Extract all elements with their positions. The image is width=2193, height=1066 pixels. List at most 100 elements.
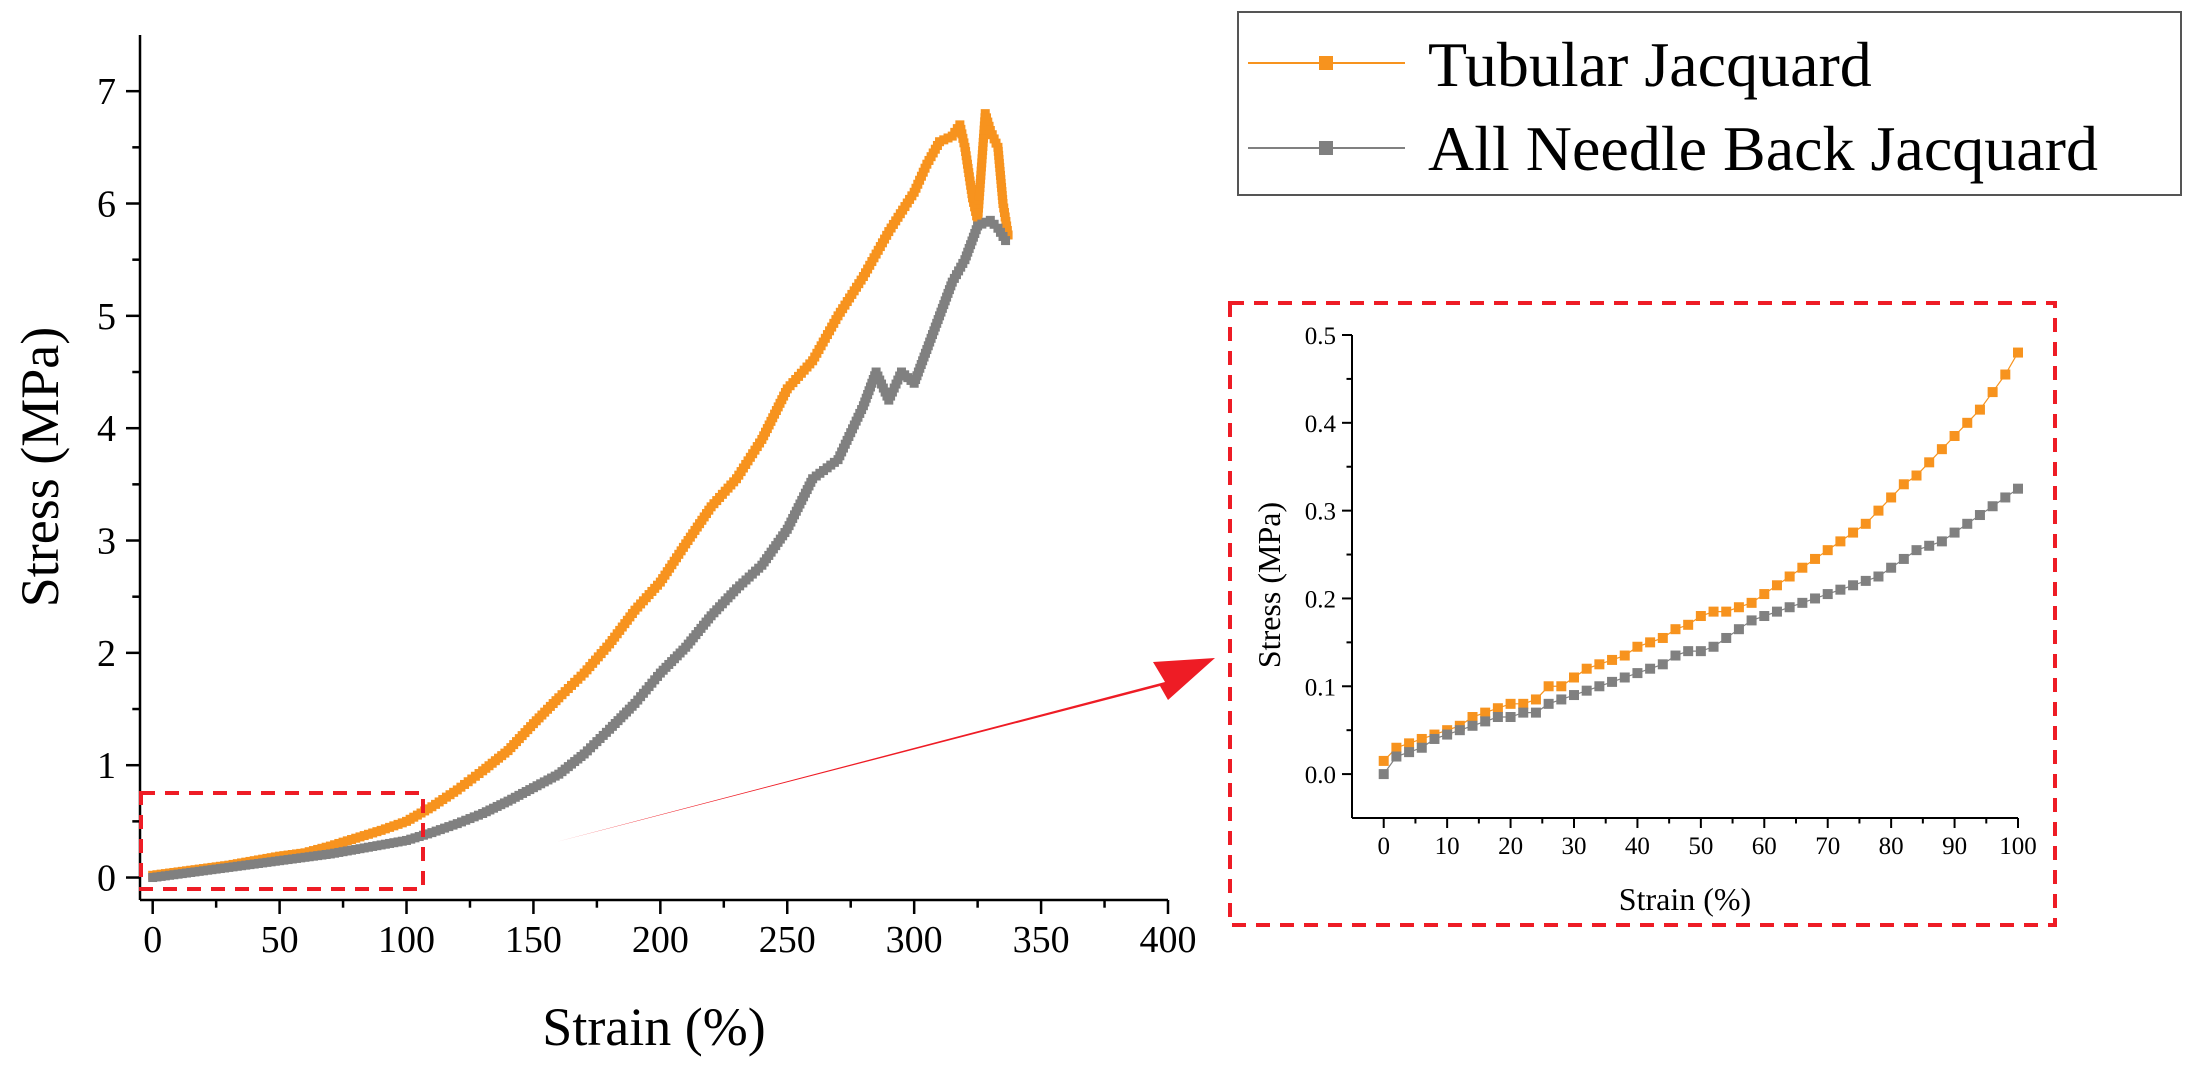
data-point bbox=[1733, 602, 1744, 613]
data-point bbox=[1784, 571, 1795, 582]
data-point bbox=[1378, 755, 1389, 766]
series-line-1 bbox=[152, 219, 1007, 879]
data-point bbox=[1556, 694, 1567, 705]
y-tick-label: 0 bbox=[97, 858, 116, 900]
y-tick-label: 3 bbox=[97, 521, 116, 563]
data-point bbox=[1695, 646, 1706, 657]
data-point bbox=[1771, 580, 1782, 591]
y-tick-label: 0.0 bbox=[1305, 762, 1336, 789]
data-point bbox=[1746, 615, 1757, 626]
series-line-1 bbox=[1383, 488, 2019, 775]
data-point bbox=[1416, 733, 1427, 744]
data-point bbox=[1721, 632, 1732, 643]
data-point bbox=[1771, 606, 1782, 617]
x-tick-label: 50 bbox=[1688, 833, 1713, 860]
data-point bbox=[1746, 597, 1757, 608]
data-point bbox=[1003, 230, 1013, 240]
data-point bbox=[1784, 602, 1795, 613]
x-tick-label: 0 bbox=[143, 919, 162, 961]
x-tick-label: 80 bbox=[1879, 833, 1904, 860]
main-chart: 0 50 100 150 200 250 300 350 400 0 1 2 3 4 5 6 7 Strain… bbox=[10, 35, 1197, 1057]
data-point bbox=[1898, 479, 1909, 490]
data-point bbox=[1581, 663, 1592, 674]
inset-y-axis-title: Stress (MPa) bbox=[1251, 502, 1287, 668]
y-tick-label: 2 bbox=[97, 633, 116, 675]
data-point bbox=[1721, 606, 1732, 617]
x-tick-label: 90 bbox=[1942, 833, 1967, 860]
data-point bbox=[1797, 597, 1808, 608]
data-point bbox=[1505, 698, 1516, 709]
data-point bbox=[1645, 663, 1656, 674]
series-line-0 bbox=[1383, 352, 2019, 762]
data-point bbox=[2000, 369, 2011, 380]
y-tick-label: 5 bbox=[97, 296, 116, 338]
inset-frame bbox=[1228, 301, 2057, 927]
data-point bbox=[1886, 562, 1897, 573]
data-point bbox=[1873, 505, 1884, 516]
main-markers bbox=[148, 109, 1013, 883]
data-point bbox=[1492, 712, 1503, 723]
data-point bbox=[1974, 510, 1985, 521]
data-point bbox=[1543, 681, 1554, 692]
data-point bbox=[2013, 347, 2023, 358]
data-point bbox=[1581, 685, 1592, 696]
data-point bbox=[1810, 553, 1821, 564]
main-x-axis-title: Strain (%) bbox=[542, 997, 765, 1057]
x-tick-label: 150 bbox=[505, 919, 562, 961]
data-point bbox=[1467, 712, 1478, 723]
data-point bbox=[1518, 698, 1529, 709]
y-tick-label: 6 bbox=[97, 184, 116, 226]
main-y-ticks: 0 1 2 3 4 5 6 7 bbox=[97, 71, 140, 900]
data-point bbox=[1759, 589, 1770, 600]
data-point bbox=[1442, 729, 1453, 740]
data-point bbox=[1619, 650, 1630, 661]
x-tick-label: 250 bbox=[759, 919, 816, 961]
data-point bbox=[1391, 742, 1402, 753]
data-point bbox=[1619, 672, 1630, 683]
data-point bbox=[1848, 527, 1859, 538]
data-point bbox=[1404, 747, 1415, 758]
data-point bbox=[1949, 527, 1960, 538]
data-point bbox=[1632, 668, 1643, 679]
x-tick-label: 30 bbox=[1562, 833, 1587, 860]
x-tick-label: 400 bbox=[1140, 919, 1197, 961]
data-point bbox=[1683, 646, 1694, 657]
data-point bbox=[2013, 483, 2023, 494]
data-point bbox=[1569, 672, 1579, 683]
data-point bbox=[1911, 470, 1922, 481]
data-point bbox=[1924, 457, 1935, 468]
data-point bbox=[1835, 536, 1846, 547]
data-point bbox=[1860, 518, 1871, 529]
legend-label-needle: All Needle Back Jacquard bbox=[1428, 113, 2098, 184]
data-point bbox=[1936, 444, 1947, 455]
data-point bbox=[1543, 698, 1554, 709]
data-point bbox=[1391, 751, 1402, 762]
data-point bbox=[1974, 404, 1985, 415]
data-point bbox=[1835, 584, 1846, 595]
data-point bbox=[1708, 641, 1719, 652]
y-tick-label: 0.4 bbox=[1305, 411, 1337, 438]
x-tick-label: 350 bbox=[1013, 919, 1070, 961]
data-point bbox=[2000, 492, 2011, 503]
data-point bbox=[1492, 703, 1503, 714]
data-point bbox=[1594, 681, 1605, 692]
inset-chart: 0 10 20 30 40 50 60 70 80 90 100 0.00.10.20.30.40.… bbox=[1251, 323, 2037, 917]
legend-box bbox=[1237, 11, 2182, 196]
x-tick-label: 100 bbox=[378, 919, 435, 961]
x-tick-label: 0 bbox=[1377, 833, 1390, 860]
data-point bbox=[1911, 545, 1922, 556]
data-point bbox=[1962, 518, 1973, 529]
data-point bbox=[1797, 562, 1808, 573]
x-tick-label: 200 bbox=[632, 919, 689, 961]
legend-swatch-tubular-marker bbox=[1319, 56, 1333, 70]
inset-y-ticks: 0.0 0.1 0.2 0.3 0.4 0.5 bbox=[1305, 323, 1352, 789]
x-tick-label: 300 bbox=[886, 919, 943, 961]
data-point bbox=[1416, 742, 1427, 753]
data-point bbox=[1695, 611, 1706, 622]
data-point bbox=[1569, 690, 1579, 701]
data-point bbox=[1898, 553, 1909, 564]
inset-markers bbox=[1378, 347, 2023, 780]
data-point bbox=[1657, 659, 1668, 670]
data-point bbox=[1860, 575, 1871, 586]
